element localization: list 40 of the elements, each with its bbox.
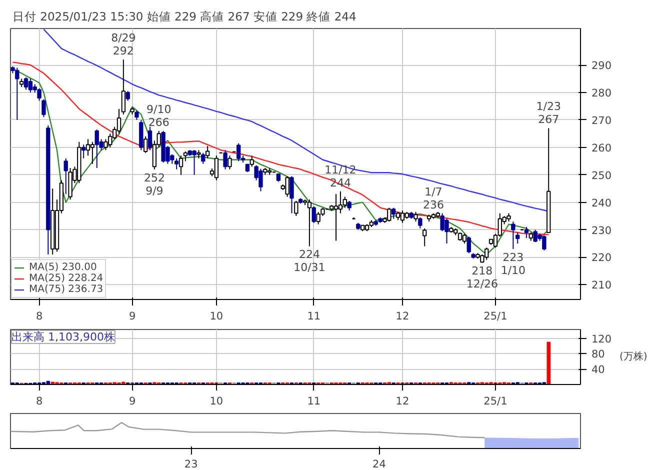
x-tick-label: 11 xyxy=(307,310,321,322)
x-tick-label: 9 xyxy=(128,396,136,408)
x-tick-label: 25/1 xyxy=(484,310,508,322)
x-tick-label: 12 xyxy=(396,396,410,408)
y-tick-label: 250 xyxy=(592,170,612,182)
y-tick-label: 220 xyxy=(592,252,612,264)
y-tick-label: 270 xyxy=(592,114,612,127)
x-tick-label: 24 xyxy=(372,458,386,470)
y-tick-label: 240 xyxy=(592,197,612,210)
legend-label: MA(25) 228.24 xyxy=(29,273,104,284)
y-tick-label: 290 xyxy=(592,60,612,72)
y-tick-label: 120 xyxy=(592,333,612,346)
chart-title: 日付 2025/01/23 15:30 始値 229 高値 267 安値 229 終値 244 xyxy=(12,10,356,24)
y-tick-label: 40 xyxy=(592,364,605,376)
y-tick-label: 260 xyxy=(592,142,612,154)
x-tick-label: 8 xyxy=(36,396,43,408)
chart-title: 出来高 1,103,900株 xyxy=(12,330,115,344)
annotation: 9/10 266 xyxy=(146,102,172,129)
annotation: 223 1/10 xyxy=(500,250,526,277)
x-tick-label: 12 xyxy=(396,310,410,322)
annotation: 1/23 267 xyxy=(536,100,561,126)
x-tick-label: 10 xyxy=(210,396,224,408)
x-tick-label: 11 xyxy=(307,396,321,408)
annotation: 252 9/9 xyxy=(144,171,165,198)
x-tick-label: 23 xyxy=(184,458,198,470)
annotation: 8/29 292 xyxy=(111,32,136,58)
annotation: 224 10/31 xyxy=(294,248,326,274)
x-tick-label: 10 xyxy=(210,310,224,322)
y-tick-label: 280 xyxy=(592,87,612,100)
legend-label: MA(75) 236.73 xyxy=(29,284,104,295)
y-tick-label: 210 xyxy=(592,280,612,292)
x-tick-label: 25/1 xyxy=(484,396,508,408)
legend-label: MA(5) 230.00 xyxy=(29,262,97,273)
annotation: 218 12/26 xyxy=(466,264,498,291)
annotation: 1/7 236 xyxy=(422,185,444,212)
y-tick-label: 230 xyxy=(592,224,612,237)
x-tick-label: 8 xyxy=(36,310,43,322)
y-tick-label: 80 xyxy=(592,348,605,361)
y-axis-title: (万株) xyxy=(620,350,648,362)
x-tick-label: 9 xyxy=(128,310,136,322)
